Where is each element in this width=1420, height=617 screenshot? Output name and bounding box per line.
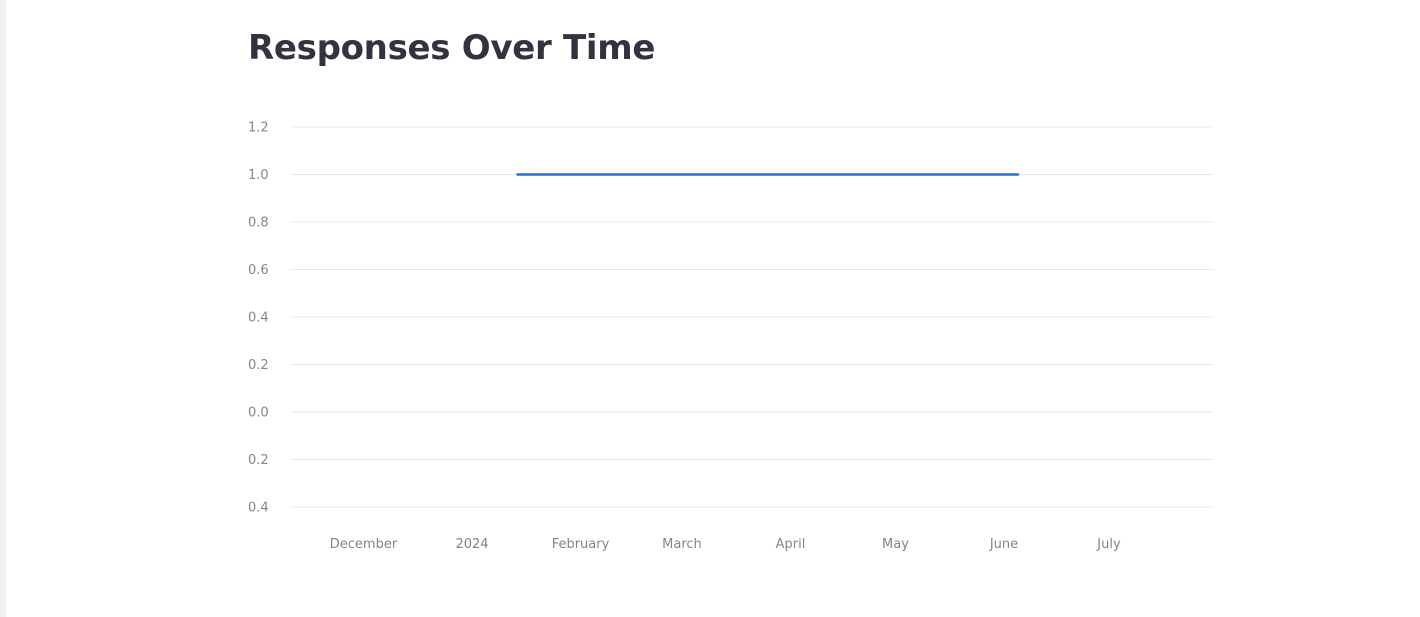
y-tick-label: 0.4	[248, 501, 269, 516]
y-tick-label: 1.0	[248, 168, 269, 183]
y-tick-label: 0.0	[248, 406, 269, 421]
y-axis-tick-labels: 1.2 1.0 0.8 0.6 0.4 0.2 0.0 0.2 0.4	[248, 121, 269, 516]
grid-lines	[290, 127, 1214, 507]
x-tick-label: February	[552, 537, 610, 552]
x-tick-label: 2024	[455, 537, 488, 552]
x-tick-label: April	[776, 537, 806, 552]
y-tick-label: 0.2	[248, 453, 269, 468]
x-axis-tick-labels: December 2024 February March April May June Jul…	[330, 537, 1121, 552]
y-tick-label: 0.4	[248, 311, 269, 326]
x-tick-label: March	[662, 537, 702, 552]
x-tick-label: December	[330, 537, 398, 552]
y-tick-label: 0.8	[248, 216, 269, 231]
y-tick-label: 0.6	[248, 263, 269, 278]
y-tick-label: 1.2	[248, 121, 269, 136]
y-tick-label: 0.2	[248, 358, 269, 373]
x-tick-label: June	[989, 537, 1018, 552]
x-tick-label: July	[1096, 537, 1121, 552]
x-tick-label: May	[882, 537, 909, 552]
